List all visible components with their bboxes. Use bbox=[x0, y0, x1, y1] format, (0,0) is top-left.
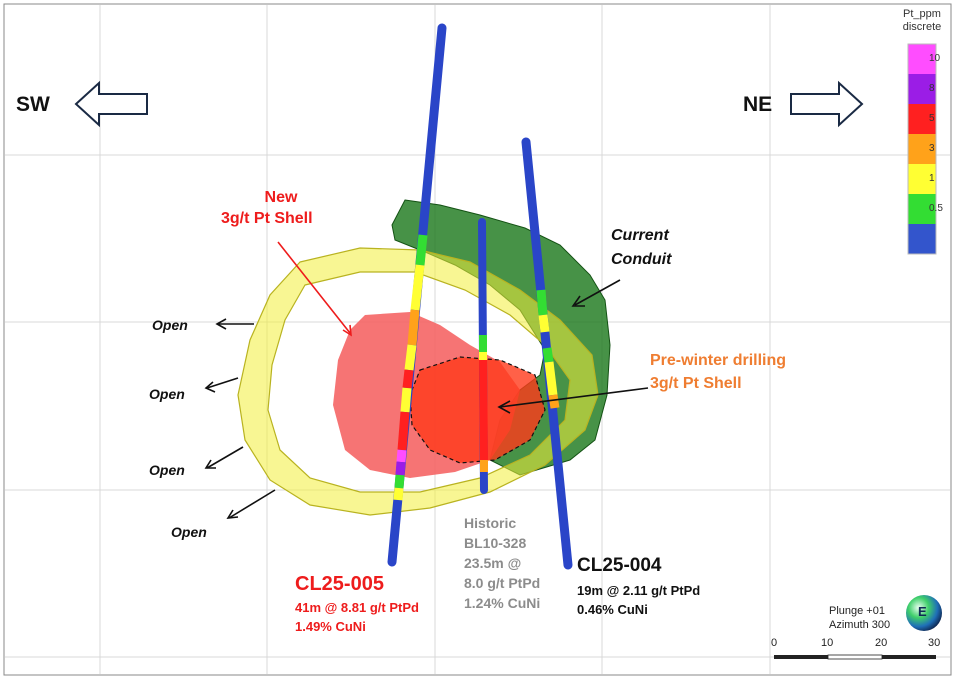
scale-bar bbox=[774, 654, 936, 660]
historic-line5: 1.24% CuNi bbox=[464, 595, 541, 611]
legend-swatch bbox=[908, 164, 936, 194]
scale-tick: 20 bbox=[875, 637, 888, 649]
legend-swatch bbox=[908, 44, 936, 74]
scale-tick: 10 bbox=[821, 637, 834, 649]
annotation-arrows bbox=[204, 241, 649, 519]
cl25-004-line1: 19m @ 2.11 g/t PtPd bbox=[577, 583, 701, 598]
legend-label: 1 bbox=[929, 173, 935, 184]
legend-title: Pt_ppm discrete bbox=[893, 8, 951, 34]
open-label: Open bbox=[171, 524, 207, 540]
cl25-005-line2: 1.49% CuNi bbox=[295, 619, 366, 634]
conduit-label-2: Conduit bbox=[611, 251, 672, 268]
cl25-004-name: CL25-004 bbox=[577, 555, 662, 576]
legend-label: 8 bbox=[929, 83, 935, 94]
frame-border bbox=[3, 3, 952, 676]
legend-swatch bbox=[908, 224, 936, 254]
open-label: Open bbox=[152, 317, 188, 333]
legend-colorbar bbox=[908, 44, 936, 254]
legend-label: 3 bbox=[929, 143, 935, 154]
historic-line2: BL10-328 bbox=[464, 535, 527, 551]
cl25-004-line2: 0.46% CuNi bbox=[577, 602, 648, 617]
historic-line3: 23.5m @ bbox=[464, 555, 522, 571]
legend-title-2: discrete bbox=[902, 21, 942, 33]
label-sw: SW bbox=[16, 93, 50, 116]
scale-tick: 0 bbox=[771, 637, 778, 649]
legend-label: 0.5 bbox=[929, 203, 943, 214]
cl25-005-name: CL25-005 bbox=[295, 573, 384, 595]
legend-swatch bbox=[908, 104, 936, 134]
label-ne: NE bbox=[743, 93, 773, 116]
ne-arrow-icon bbox=[790, 80, 864, 128]
drillholes bbox=[387, 23, 573, 570]
azimuth-label: Azimuth 300 bbox=[829, 619, 891, 631]
compass-letter: E bbox=[918, 604, 927, 619]
legend-label: 5 bbox=[929, 113, 935, 124]
legend-label: 10 bbox=[929, 53, 941, 64]
historic-line4: 8.0 g/t PtPd bbox=[464, 575, 541, 591]
prewinter-label-2: 3g/t Pt Shell bbox=[650, 375, 742, 392]
prewinter-shell bbox=[409, 356, 546, 464]
orientation-sphere-icon bbox=[906, 595, 942, 631]
conduit-label-1: Current bbox=[611, 227, 669, 244]
plunge-label: Plunge +01 bbox=[829, 605, 885, 617]
historic-line1: Historic bbox=[464, 515, 517, 531]
open-label: Open bbox=[149, 386, 185, 402]
new-shell-label-2: 3g/t Pt Shell bbox=[221, 210, 313, 227]
legend-swatch bbox=[908, 134, 936, 164]
legend-swatch bbox=[908, 194, 936, 224]
new-shell-label-1: New bbox=[264, 189, 298, 206]
legend-swatch bbox=[908, 74, 936, 104]
cl25-005-line1: 41m @ 8.81 g/t PtPd bbox=[295, 600, 419, 615]
sw-arrow-icon bbox=[74, 80, 148, 128]
scale-tick: 30 bbox=[928, 637, 941, 649]
prewinter-label-1: Pre-winter drilling bbox=[650, 352, 787, 369]
open-label: Open bbox=[149, 462, 185, 478]
legend-title-1: Pt_ppm bbox=[903, 8, 941, 20]
